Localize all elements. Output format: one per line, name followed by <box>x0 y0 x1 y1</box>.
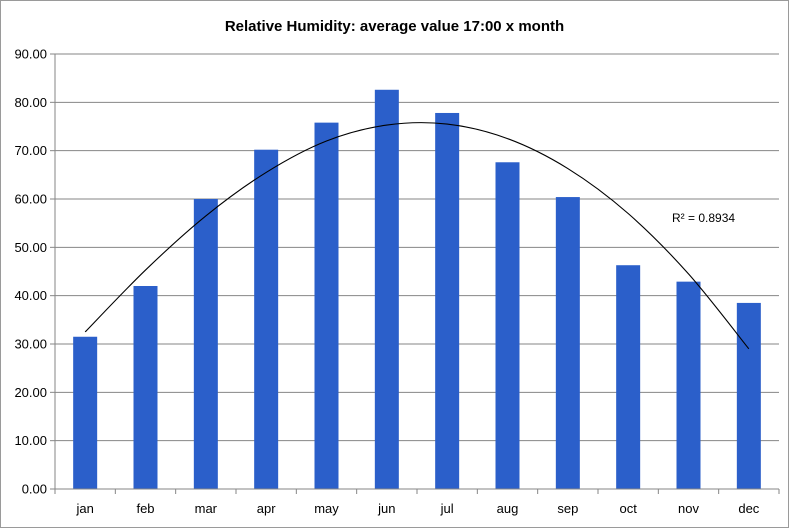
r-squared-label: R² = 0.8934 <box>672 211 735 225</box>
grid-layer <box>55 53 779 442</box>
x-tick-label: feb <box>136 501 154 516</box>
trendline <box>84 122 750 350</box>
chart-title: Relative Humidity: average value 17:00 x… <box>224 18 565 35</box>
y-tick-label: 40.00 <box>14 288 47 303</box>
bar-sep <box>555 197 580 490</box>
trend-layer <box>84 122 750 350</box>
bar-dec <box>736 302 761 489</box>
y-tick-label: 10.00 <box>14 433 47 448</box>
x-tick-label: dec <box>738 501 759 516</box>
y-tick-label: 50.00 <box>14 240 47 255</box>
bar-jan <box>73 336 98 489</box>
label-layer: 0.00 10.00 20.00 30.00 40.00 50.00 60.00 70.00 8… <box>14 47 759 517</box>
x-tick-label: sep <box>557 501 578 516</box>
y-tick-label: 70.00 <box>14 143 47 158</box>
bar-jun <box>374 89 399 490</box>
bar-feb <box>133 286 158 489</box>
bar-oct <box>616 265 641 489</box>
x-tick-label: may <box>314 501 339 516</box>
x-tick-label: nov <box>678 501 699 516</box>
x-tick-label: jan <box>75 501 93 516</box>
x-tick-label: jul <box>440 501 454 516</box>
y-tick-label: 90.00 <box>14 47 47 62</box>
x-tick-label: aug <box>497 501 519 516</box>
bar-jul <box>435 112 460 489</box>
bar-layer <box>73 89 761 490</box>
x-tick-label: jun <box>377 501 395 516</box>
y-tick-label: 30.00 <box>14 337 47 352</box>
y-tick-label: 80.00 <box>14 95 47 110</box>
bar-aug <box>495 162 520 489</box>
x-tick-label: apr <box>257 501 276 516</box>
y-tick-label: 0.00 <box>22 482 47 497</box>
y-tick-label: 60.00 <box>14 192 47 207</box>
x-tick-label: oct <box>619 501 637 516</box>
x-tick-label: mar <box>195 501 218 516</box>
y-tick-label: 20.00 <box>14 385 47 400</box>
bar-nov <box>676 281 701 489</box>
bar-may <box>314 122 339 489</box>
bar-apr <box>254 149 279 489</box>
axis-layer <box>50 53 780 494</box>
bar-mar <box>193 199 218 489</box>
